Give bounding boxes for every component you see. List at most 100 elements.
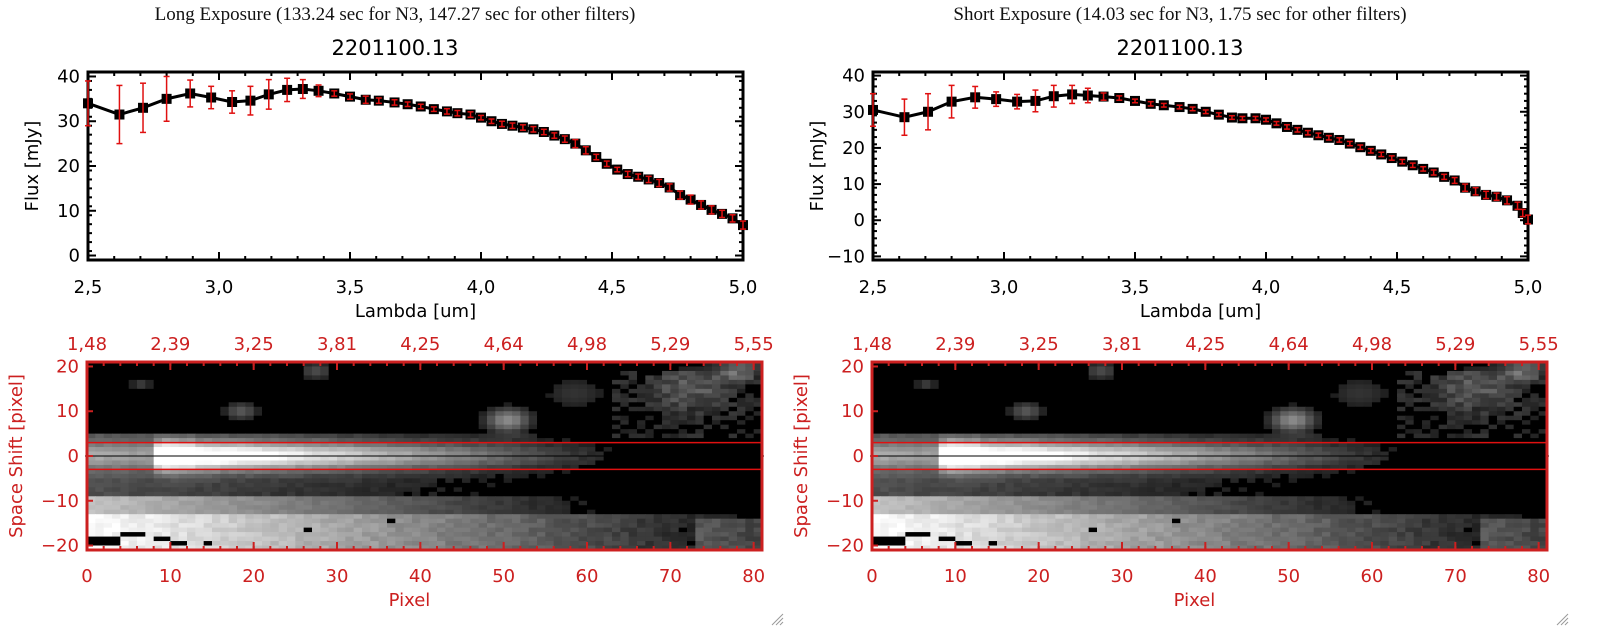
heatmap-pixel [137,447,146,453]
heatmap-pixel [312,478,321,484]
heatmap-pixel [412,482,421,488]
heatmap-pixel [720,424,730,430]
heatmap-pixel [612,541,621,547]
heatmap-pixel [253,460,263,466]
heatmap-pixel [1255,375,1265,381]
heatmap-pixel [353,366,363,372]
heatmap-pixel [678,438,688,444]
heatmap-pixel [512,438,521,444]
heatmap-pixel [1230,362,1240,368]
heatmap-pixel [620,388,630,394]
heatmap-pixel [963,375,973,381]
heatmap-pixel [287,505,296,511]
heatmap-pixel [737,370,746,377]
heatmap-pixel [328,514,338,520]
heatmap-pixel [562,523,571,529]
heatmap-pixel [1138,384,1148,390]
heatmap-pixel [137,370,146,377]
heatmap-pixel [428,447,438,453]
heatmap-pixel [353,491,363,497]
heatmap-pixel [728,388,738,394]
heatmap-pixel [95,514,105,520]
heatmap-pixel [95,451,105,457]
heatmap-pixel [112,469,121,475]
resize-grip-icon[interactable] [770,612,784,626]
heatmap-pixel [178,545,188,551]
heatmap-pixel [178,514,188,520]
heatmap-pixel [728,424,738,430]
heatmap-pixel [1197,362,1206,368]
heatmap-pixel [1480,366,1490,372]
heatmap-pixel [1338,393,1348,399]
heatmap-pixel [362,527,371,533]
heatmap-pixel [720,393,730,399]
heatmap-pixel [737,491,746,497]
heatmap-pixel [1513,375,1523,381]
heatmap-pixel [403,487,413,493]
heatmap-pixel [662,514,671,520]
heatmap-pixel [462,424,471,430]
heatmap-pixel [1188,384,1198,390]
heatmap-pixel [1263,397,1273,403]
heatmap-pixel [670,397,680,403]
heatmap-pixel [253,442,263,448]
heatmap-pixel [220,379,230,385]
heatmap-pixel [562,482,571,488]
heatmap-pixel [670,442,680,448]
heatmap-pixel [445,424,455,430]
heatmap-pixel [487,545,496,551]
heatmap-pixel [187,402,196,408]
heatmap-pixel [1463,370,1473,377]
heatmap-pixel [253,379,263,385]
heatmap-pixel [1338,397,1348,403]
heatmap-pixel [295,397,305,403]
heatmap-pixel [445,397,455,403]
heatmap-pixel [278,442,288,448]
heatmap-pixel [295,527,305,533]
heatmap-pixel [228,375,238,381]
heatmap-pixel [328,523,338,529]
heatmap-pixel [112,532,121,538]
heatmap-pixel [1222,384,1231,390]
heatmap-pixel [387,460,396,466]
heatmap-pixel [570,384,580,390]
heatmap-pixel [670,433,680,439]
heatmap-pixel [412,514,421,520]
heatmap-pixel [628,518,638,524]
x-tick-label: 60 [576,566,599,587]
heatmap-pixel [395,424,405,430]
heatmap-pixel [112,518,121,524]
heatmap-pixel [362,451,371,457]
heatmap-pixel [345,527,355,533]
heatmap-pixel [1522,397,1531,403]
heatmap-pixel [963,397,973,403]
heatmap-pixel [620,514,630,520]
heatmap-pixel [628,438,638,444]
heatmap-pixel [495,402,505,408]
heatmap-pixel [645,545,655,551]
heatmap-pixel [520,456,530,462]
heatmap-pixel [578,406,588,412]
heatmap-pixel [512,411,521,417]
heatmap-pixel [395,456,405,462]
heatmap-pixel [212,532,221,538]
heatmap-pixel [220,527,230,533]
y-tick-label: −10 [41,491,79,512]
heatmap-pixel [1063,384,1073,390]
heatmap-pixel [1463,393,1473,399]
heatmap-pixel [1472,362,1481,368]
heatmap-pixel [562,473,571,479]
heatmap-pixel [295,384,305,390]
heatmap-pixel [703,505,713,511]
heatmap-pixel [703,478,713,484]
heatmap-pixel [922,388,931,394]
heatmap-pixel [520,393,530,399]
heatmap-pixel [228,532,238,538]
heatmap-pixel [345,456,355,462]
heatmap-pixel [212,545,221,551]
heatmap-pixel [1163,362,1173,368]
heatmap-pixel [1047,366,1056,372]
heatmap-pixel [1438,393,1448,399]
heatmap-pixel [1188,393,1198,399]
heatmap-pixel [87,433,96,439]
